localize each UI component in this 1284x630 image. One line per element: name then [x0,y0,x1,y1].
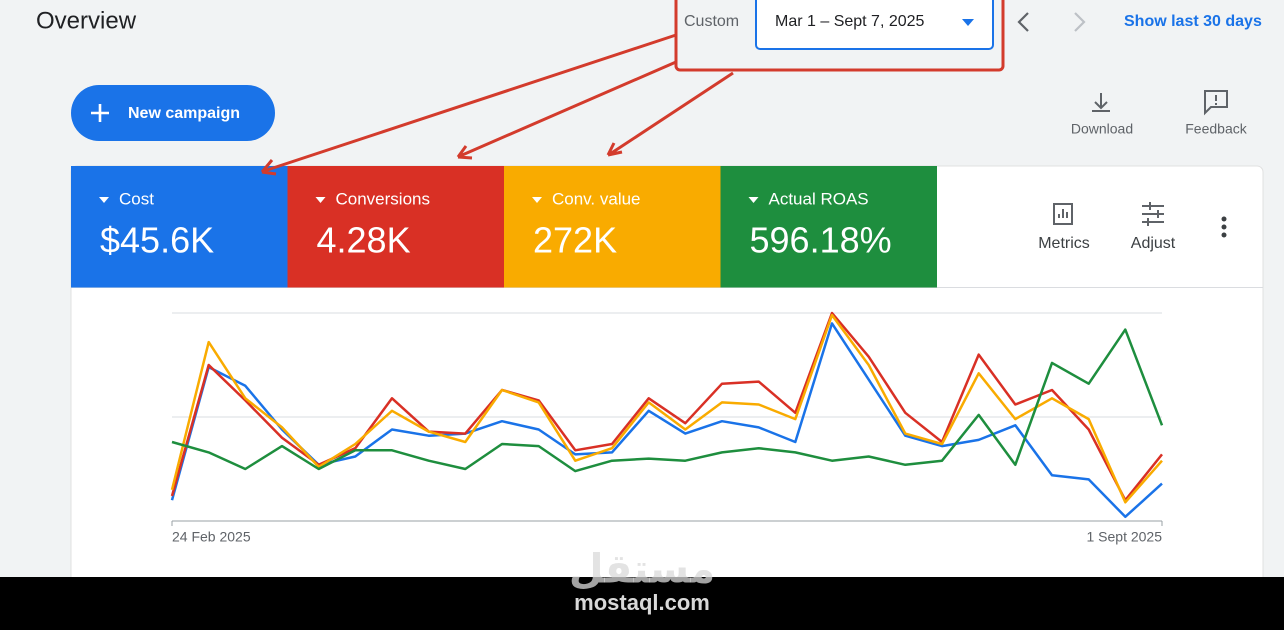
page-title: Overview [36,7,137,34]
feedback-label: Feedback [1185,121,1247,137]
metric-tile[interactable] [71,166,288,288]
arrow [606,71,734,157]
dot [1221,232,1227,238]
adjust-icon-knobs [1147,202,1159,226]
metric-tile[interactable] [504,166,721,288]
annotation [260,0,1005,176]
show-last-link[interactable]: Show last 30 days [1124,13,1262,30]
tile-caret [748,197,759,203]
feedback-icon [1204,90,1228,116]
arrow [260,33,677,176]
download-label: Download [1071,121,1133,137]
new-campaign-button[interactable] [71,85,275,141]
next-button[interactable] [1074,12,1086,32]
new-campaign-label: New campaign [128,105,240,122]
tile-caret [532,197,542,203]
metric-tiles: Cost $45.6K Conversions 4.28K Conv. value 272… [71,166,937,288]
metric-value: 596.18% [750,220,892,261]
download-button[interactable]: Download [1071,93,1133,137]
date-label: Custom [684,13,739,30]
highlight-box [674,0,1005,72]
metric-name: Conv. value [552,189,641,208]
tile-caret [315,197,326,203]
plus-icon [91,104,109,122]
dot [1221,224,1227,230]
series-line [170,313,1163,504]
footer-band [0,577,1284,630]
date-range: Mar 1 – Sept 7, 2025 [775,13,925,30]
series-line [171,328,1164,473]
watermark-arabic: مستقل [569,548,715,592]
download-icon [1092,93,1110,112]
prev-button[interactable] [1017,12,1029,32]
metrics-button[interactable]: Metrics [1038,203,1090,252]
metric-name: Cost [119,189,154,208]
metric-value: $45.6K [100,220,214,261]
watermark-latin: mostaql.com [574,590,710,615]
x-tick-label: 1 Sept 2025 [1086,529,1162,545]
dropdown-icon [962,19,974,26]
line-chart: 24 Feb 2025 1 Sept 2025 [170,311,1164,545]
feedback-button[interactable]: Feedback [1185,90,1248,137]
adjust-button[interactable]: Adjust [1131,202,1176,252]
date-picker[interactable] [755,0,994,50]
metric-value: 4.28K [317,220,411,261]
metric-name: Actual ROAS [769,189,869,208]
metric-value: 272K [533,220,617,261]
adjust-icon [1142,205,1164,223]
tile-caret [99,197,109,203]
metric-tile[interactable] [287,166,505,288]
dot [1221,216,1227,222]
x-tick-label: 24 Feb 2025 [172,529,251,545]
metrics-label: Metrics [1038,235,1090,252]
metric-name: Conversions [336,189,431,208]
metric-tile[interactable] [720,166,938,288]
more-button[interactable] [1221,216,1227,238]
adjust-label: Adjust [1131,235,1176,252]
arrow [456,60,677,160]
metrics-icon [1053,203,1073,225]
